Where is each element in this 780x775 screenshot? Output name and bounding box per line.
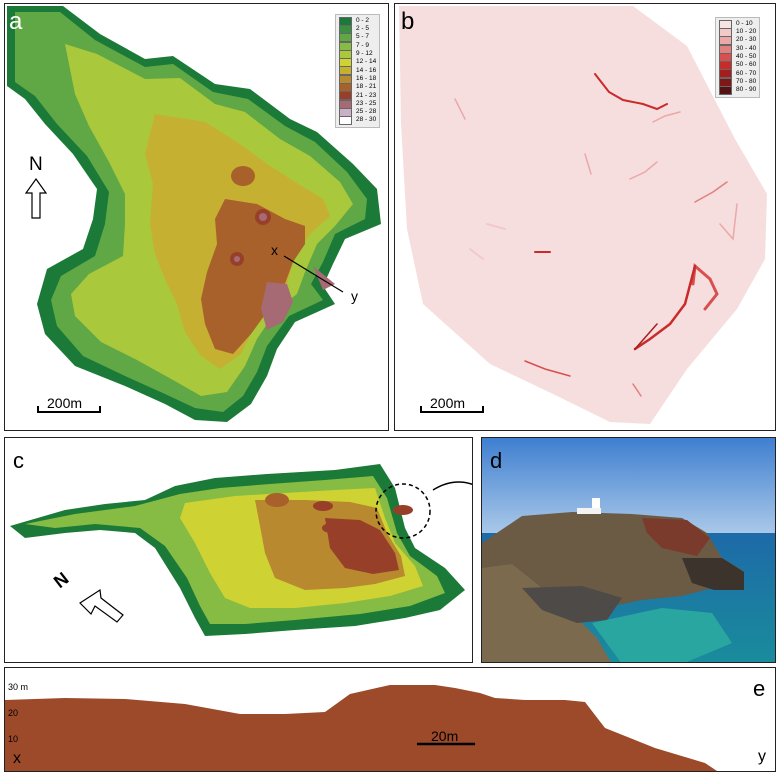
- callout-arrow: [432, 481, 472, 491]
- legend-label: 10 - 20: [736, 28, 757, 36]
- legend-label: 20 - 30: [736, 36, 757, 44]
- legend-item: 28 - 30: [339, 116, 377, 126]
- scale-label: 200m: [47, 395, 83, 411]
- panel-a-label: a: [9, 8, 23, 35]
- legend-label: 60 - 70: [736, 69, 757, 77]
- rock-beach: [522, 586, 622, 623]
- profile-end-y: y: [758, 748, 766, 765]
- legend-label: 21 - 23: [356, 91, 377, 99]
- legend-label: 0 - 10: [736, 19, 753, 27]
- profile-point-x: x: [271, 242, 278, 258]
- perspective-graphic: [10, 464, 472, 636]
- coast-photo: [482, 438, 775, 662]
- y-tick-10: 10: [8, 734, 19, 744]
- slope-steep-features: [454, 73, 738, 397]
- slope-area: [399, 6, 767, 424]
- legend-label: 70 - 80: [736, 77, 757, 85]
- legend-label: 25 - 28: [356, 108, 377, 116]
- legend-label: 16 - 18: [356, 74, 377, 82]
- perspective-hill-2: [313, 501, 333, 511]
- perspective-hill-3: [322, 523, 340, 533]
- legend-label: 7 - 9: [356, 41, 370, 49]
- panel-d-label: d: [490, 448, 503, 473]
- legend-label: 28 - 30: [356, 116, 377, 124]
- elev-peak-1-top: [259, 213, 267, 221]
- slope-map-graphic: [399, 6, 767, 424]
- foreground-slope: [482, 564, 611, 662]
- lighthouse: [592, 498, 600, 514]
- panel-b-slope-map: b 200m 0 - 10 10 - 20 20 - 30 30 - 40 40 - 5…: [394, 3, 776, 431]
- profile-terrain: [5, 685, 717, 771]
- scale-bar: [420, 406, 484, 413]
- scale-bar: [37, 406, 101, 413]
- shallow-water: [592, 608, 732, 662]
- y-tick-20: 20: [8, 708, 19, 718]
- panel-c-label: c: [13, 448, 24, 473]
- legend-label: 0 - 2: [356, 16, 370, 24]
- legend-label: 18 - 21: [356, 83, 377, 91]
- panel-d-photo: d: [481, 437, 776, 663]
- elev-peak-3: [231, 166, 255, 186]
- slope-legend: 0 - 10 10 - 20 20 - 30 30 - 40 40 - 50 50 - 6…: [715, 17, 761, 98]
- legend-label: 23 - 25: [356, 99, 377, 107]
- panel-e-profile: 30 m 20 10 20m x y e: [4, 667, 776, 772]
- panel-e-label: e: [753, 676, 766, 701]
- legend-swatch: [339, 116, 352, 126]
- perspective-tier-5: [325, 518, 399, 574]
- scale-label: 20m: [431, 728, 459, 744]
- elev-peak-main: [261, 282, 293, 330]
- highlight-circle: [375, 483, 431, 539]
- legend-label: 12 - 14: [356, 58, 377, 66]
- elev-tier-5: [201, 199, 305, 354]
- rock-red: [642, 518, 710, 556]
- legend-label: 50 - 60: [736, 61, 757, 69]
- lighthouse-building: [577, 508, 601, 514]
- profile-start-x: x: [13, 750, 21, 767]
- legend-swatch: [719, 86, 732, 96]
- legend-label: 40 - 50: [736, 53, 757, 61]
- elevation-map-graphic: [7, 6, 381, 422]
- panel-b-label: b: [401, 8, 415, 35]
- y-tick-30: 30 m: [8, 682, 29, 692]
- scale-label: 200m: [430, 395, 466, 411]
- legend-label: 14 - 16: [356, 66, 377, 74]
- perspective-hill-4: [393, 505, 413, 515]
- north-arrow-icon: [24, 177, 48, 219]
- legend-label: 30 - 40: [736, 44, 757, 52]
- profile-line: [283, 255, 344, 293]
- elev-peak-2-top: [234, 256, 240, 262]
- legend-label: 80 - 90: [736, 86, 757, 94]
- legend-label: 2 - 5: [356, 25, 370, 33]
- panel-c-3d-view: c N: [4, 437, 473, 663]
- elevation-profile: [5, 685, 717, 771]
- north-arrow-icon: [79, 588, 124, 623]
- north-label: N: [29, 154, 43, 175]
- cliff-dark: [682, 558, 744, 590]
- legend-label: 9 - 12: [356, 50, 373, 58]
- perspective-hill-1: [265, 493, 289, 507]
- profile-point-y: y: [351, 288, 358, 304]
- legend-label: 5 - 7: [356, 33, 370, 41]
- legend-item: 80 - 90: [719, 86, 757, 96]
